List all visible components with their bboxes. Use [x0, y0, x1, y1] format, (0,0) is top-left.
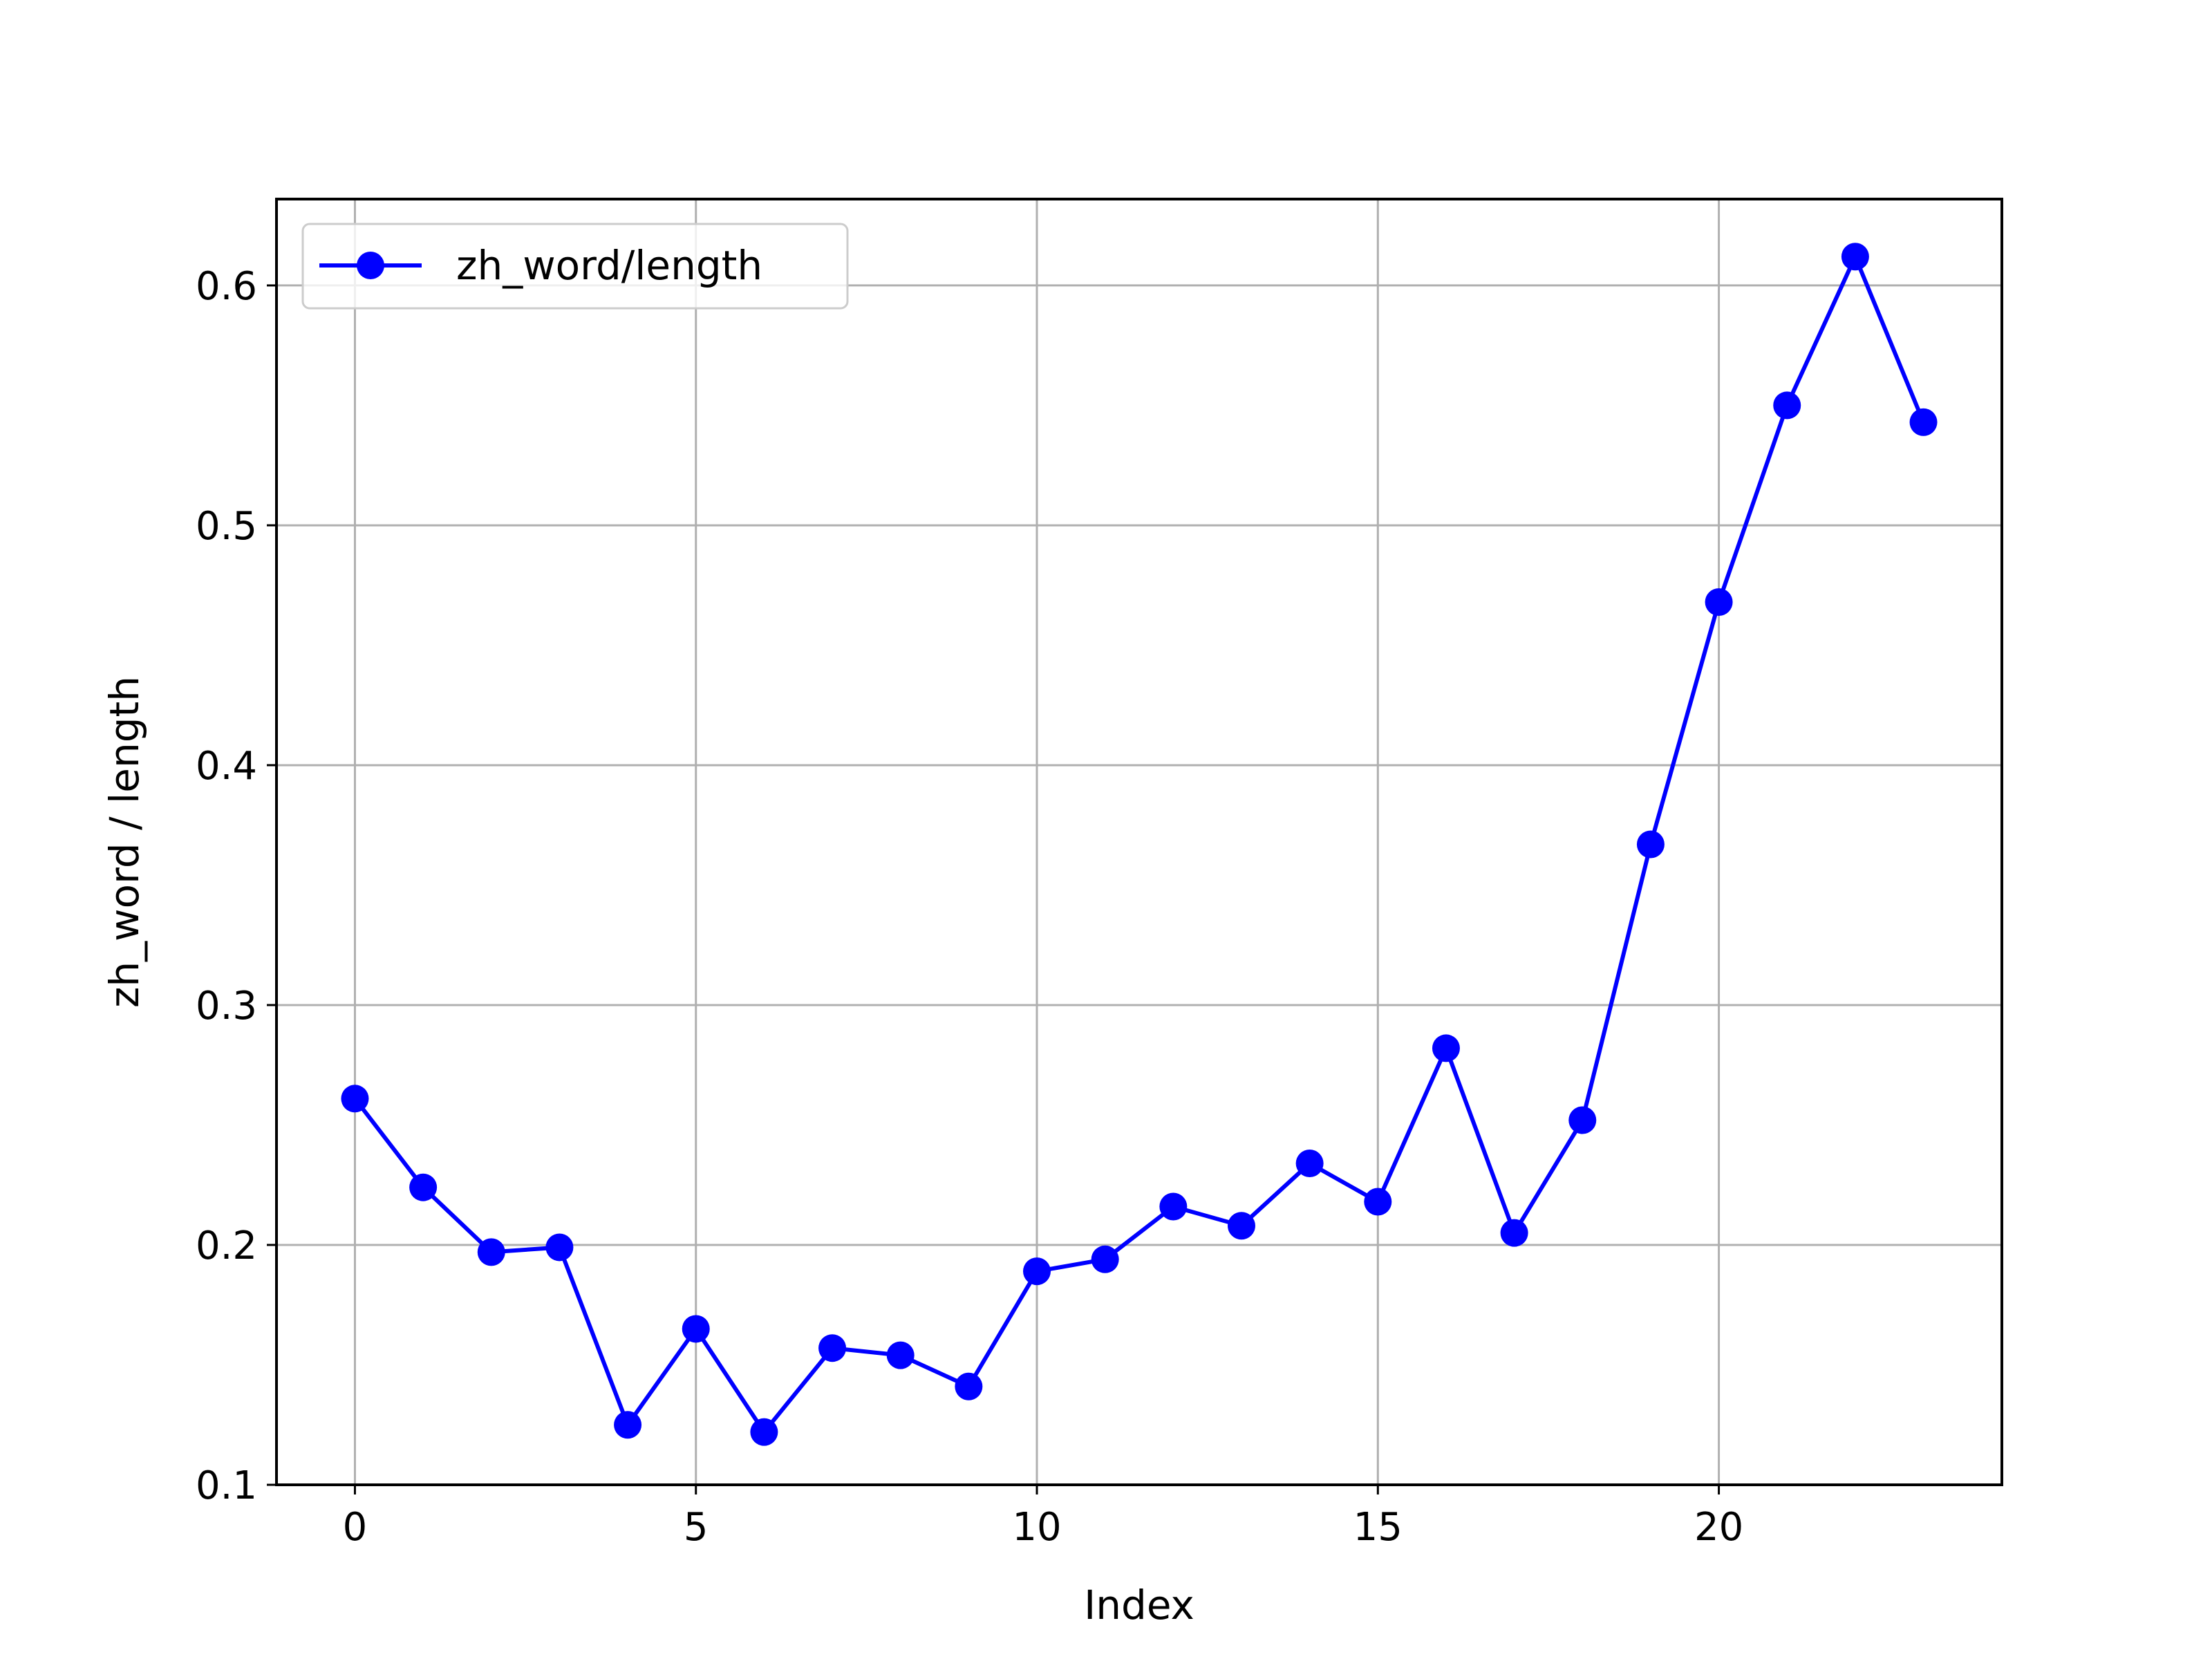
data-point	[1636, 830, 1665, 859]
x-tick-label: 15	[1353, 1505, 1403, 1550]
data-point	[1568, 1106, 1597, 1134]
legend-series-label: zh_word/length	[456, 242, 762, 289]
x-tick-label: 0	[343, 1505, 368, 1550]
y-axis-label: zh_word / length	[101, 676, 148, 1008]
legend: zh_word/length	[301, 223, 849, 310]
grid-layer	[276, 199, 2002, 1486]
x-tick-label: 5	[684, 1505, 709, 1550]
x-axis-label: Index	[1084, 1582, 1194, 1629]
data-point	[1909, 408, 1938, 436]
data-point	[477, 1238, 505, 1266]
y-tick-label: 0.1	[196, 1463, 257, 1508]
x-tick-label: 10	[1012, 1505, 1061, 1550]
y-tick-label: 0.2	[196, 1224, 257, 1268]
data-point	[1159, 1192, 1188, 1221]
x-tick-label: 20	[1694, 1505, 1743, 1550]
data-point	[409, 1173, 438, 1201]
data-point	[1364, 1188, 1392, 1216]
data-point	[955, 1372, 983, 1400]
data-point	[818, 1334, 847, 1362]
data-point	[614, 1411, 642, 1439]
tick-layer: 0 5 10 15 20 0.1 0.2 0.3 0.4 0.5 0.6	[196, 264, 1743, 1550]
data-point	[1227, 1212, 1255, 1240]
data-point	[341, 1085, 369, 1113]
y-tick-label: 0.3	[196, 984, 257, 1029]
data-point	[1773, 391, 1801, 420]
y-tick-label: 0.6	[196, 264, 257, 309]
data-point	[1705, 588, 1733, 616]
y-tick-label: 0.5	[196, 504, 257, 549]
data-point	[1500, 1219, 1528, 1247]
data-point	[1091, 1245, 1119, 1273]
series-line	[353, 254, 1926, 1434]
data-point	[545, 1233, 574, 1262]
data-point	[1023, 1257, 1051, 1286]
data-point	[886, 1341, 915, 1369]
data-point	[1841, 243, 1869, 271]
y-tick-label: 0.4	[196, 744, 257, 789]
series-layer	[341, 243, 1938, 1446]
data-point	[1432, 1034, 1460, 1062]
plot-frame	[275, 198, 2003, 1486]
legend-box	[301, 223, 849, 310]
data-point	[682, 1315, 710, 1343]
data-point	[750, 1418, 778, 1446]
legend-marker-sample	[357, 252, 384, 279]
data-point	[1295, 1150, 1324, 1177]
